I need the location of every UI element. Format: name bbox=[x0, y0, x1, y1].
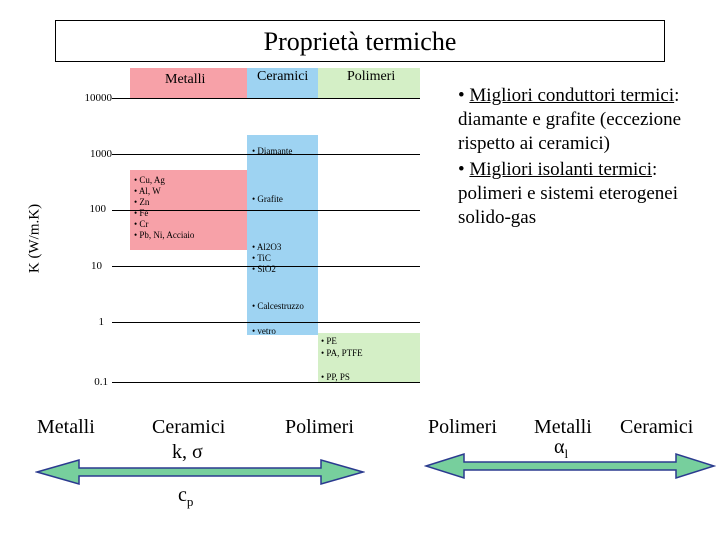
metal-item: • Cr bbox=[134, 219, 149, 229]
bottom-label-ceramici: Ceramici bbox=[152, 416, 226, 438]
y-axis-label: K (W/m.K) bbox=[26, 203, 43, 274]
note-conductors: • Migliori conduttori termici: diamante … bbox=[458, 85, 682, 154]
tick-label-1000: 1000 bbox=[90, 148, 112, 160]
metal-item: • Pb, Ni, Acciaio bbox=[134, 230, 195, 240]
material-grafite: • Grafite bbox=[252, 194, 283, 204]
metal-item: • Al, W bbox=[134, 186, 161, 196]
double-arrow-left-icon bbox=[35, 459, 365, 485]
tick-label-100: 100 bbox=[89, 203, 107, 215]
gridline-1000 bbox=[112, 154, 420, 155]
column-label-ceramici: Ceramici bbox=[257, 69, 309, 84]
tick-label-10: 10 bbox=[91, 260, 102, 272]
gridline-0.1 bbox=[112, 382, 420, 383]
material-pe: • PE bbox=[321, 336, 337, 346]
symbol-alpha-l: αl bbox=[554, 436, 569, 461]
column-label-polimeri: Polimeri bbox=[347, 69, 396, 84]
bottom-label-ceramici-right: Ceramici bbox=[620, 416, 694, 438]
column-label-metalli: Metalli bbox=[165, 72, 206, 87]
gridline-1 bbox=[112, 322, 420, 323]
double-arrow-right-icon bbox=[424, 452, 716, 480]
material-vetro: • vetro bbox=[252, 326, 276, 336]
metalli-header-block bbox=[130, 68, 247, 98]
tick-label-10000: 10000 bbox=[84, 92, 113, 104]
bottom-label-polimeri: Polimeri bbox=[285, 416, 354, 438]
bottom-label-metalli-right: Metalli bbox=[534, 416, 592, 438]
material-pa-ptfe: • PA, PTFE bbox=[321, 348, 363, 358]
notes-panel: • Migliori conduttori termici: diamante … bbox=[458, 84, 720, 232]
polimeri-range-block bbox=[318, 333, 420, 383]
material-pp-ps: • PP, PS bbox=[321, 372, 350, 382]
tick-label-1: 1 bbox=[98, 316, 105, 328]
title-box: Proprietà termiche bbox=[55, 20, 665, 62]
polimeri-header-block bbox=[318, 68, 420, 98]
bottom-label-metalli: Metalli bbox=[37, 416, 95, 438]
material-sio2: • SiO2 bbox=[252, 264, 276, 274]
metal-item: • Fe bbox=[134, 208, 149, 218]
symbol-k-sigma: k, σ bbox=[172, 441, 203, 463]
metal-item: • Cu, Ag bbox=[134, 175, 165, 185]
ceramici-range-block bbox=[247, 135, 318, 335]
material-calcestruzzo: • Calcestruzzo bbox=[252, 301, 304, 311]
page-title: Proprietà termiche bbox=[263, 27, 457, 56]
gridline-10 bbox=[112, 266, 420, 267]
material-tic: • TiC bbox=[252, 253, 271, 263]
note-insulators-heading: Migliori isolanti termici bbox=[469, 159, 652, 180]
metal-item: • Zn bbox=[134, 197, 150, 207]
material-diamante: • Diamante bbox=[252, 146, 293, 156]
material-al2o3: • Al2O3 bbox=[252, 242, 282, 252]
symbol-cp: cp bbox=[178, 484, 194, 509]
bottom-label-polimeri-right: Polimeri bbox=[428, 416, 497, 438]
ceramici-header-block bbox=[247, 68, 318, 98]
note-conductors-heading: Migliori conduttori termici bbox=[469, 85, 675, 106]
tick-label-0.1: 0.1 bbox=[94, 376, 108, 388]
note-insulators: • Migliori isolanti termici: polimeri e … bbox=[458, 159, 679, 228]
gridline-10000 bbox=[112, 98, 420, 99]
gridline-100 bbox=[112, 210, 420, 211]
